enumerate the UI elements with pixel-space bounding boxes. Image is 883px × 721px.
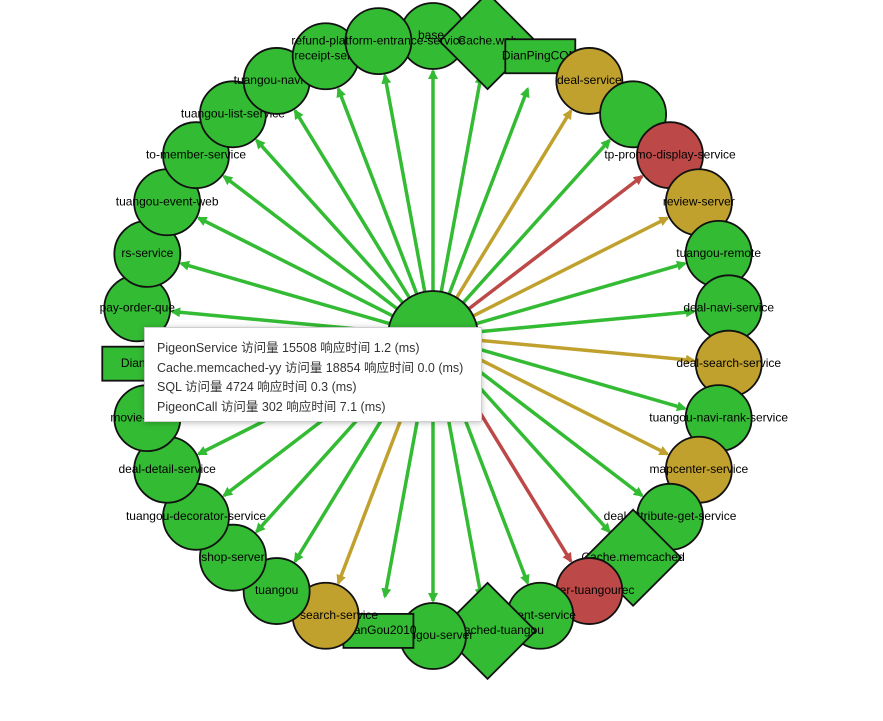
node-label-base: base- <box>418 28 448 42</box>
node-label-cache-web: Cache.web <box>458 33 518 47</box>
node-label-tuangou-decorator-service: tuangou-decorator-service <box>126 509 266 523</box>
node-label-bizer-tuangourec: bizer-tuangourec <box>544 583 634 597</box>
node-shape-refund-platform-entrance-service[interactable] <box>344 7 413 76</box>
edge-to-node <box>451 138 611 316</box>
node-label-to-member-service: to-member-service <box>146 147 246 161</box>
edge-to-tp-promo-display-service <box>455 174 644 320</box>
tooltip-line-pigeon-call: PigeonCall 访问量 302 响应时间 7.1 (ms) <box>157 399 386 414</box>
node-label-deal-service: deal-service <box>557 73 622 87</box>
node-label-cache-memcached: Cache.memcached <box>581 550 684 564</box>
node-label-rs-service: rs-service <box>121 246 173 260</box>
tooltip-line-cache: Cache.memcached-yy 访问量 18854 响应时间 0.0 (m… <box>157 360 464 375</box>
edge-to-deal-navi-service <box>462 307 696 335</box>
edge-to-receipt-serv <box>336 87 424 309</box>
node-label-dianpingcom: DianPingCOM <box>502 48 579 62</box>
node-label-shop-server: shop-server <box>201 550 264 564</box>
edge-to-tuangou-list-service <box>255 138 415 316</box>
node-label-deal-detail-service: deal-detail-service <box>118 462 216 476</box>
node-label-tuangou-remote: tuangou-remote <box>676 246 761 260</box>
node-label-tp-promo-display-service: tp-promo-display-service <box>604 147 736 161</box>
edge-to-review-server <box>459 216 670 325</box>
edge-to-tuangou-event-web <box>196 216 407 325</box>
node-receipt-serv[interactable]: receipt-serv <box>291 22 360 91</box>
node-label-tuangou-navi-rank-service: tuangou-navi-rank-service <box>649 410 788 424</box>
node-label-deal-navi-service: deal-navi-service <box>683 300 774 314</box>
node-label-tuangou-navi-se: tuangou-navi-se <box>234 73 320 87</box>
tooltip-line-sql: SQL 访问量 4724 响应时间 0.3 (ms) <box>157 380 357 394</box>
node-label-deal-search-service: deal-search-service <box>676 356 781 370</box>
edge-to-refund-platform-entrance-service <box>381 73 430 307</box>
edge-to-to-member-service <box>222 174 411 320</box>
node-tuangou-remote[interactable]: tuangou-remote <box>676 220 761 288</box>
tooltip-line-pigeon-service: PigeonService 访问量 15508 响应时间 1.2 (ms) <box>157 341 420 355</box>
node-tuangou-navi-rank-service[interactable]: tuangou-navi-rank-service <box>649 384 788 452</box>
edge-to-cache-web <box>436 73 485 307</box>
node-label-mapcenter-service: mapcenter-service <box>650 462 749 476</box>
node-label-receipt-serv: receipt-serv <box>294 48 357 62</box>
node-deal-navi-service[interactable]: deal-navi-service <box>683 274 774 343</box>
tooltip: PigeonService 访问量 15508 响应时间 1.2 (ms) Ca… <box>144 327 482 422</box>
node-shape-cache-web[interactable] <box>438 0 537 91</box>
edge-to-tuangou-navi-rank-service <box>461 342 687 412</box>
node-label-pay-order-que: pay-order-que <box>100 300 176 314</box>
edge-to-tuangou-remote <box>461 260 687 330</box>
node-rs-service[interactable]: rs-service <box>113 220 182 288</box>
edge-to-deal-service <box>447 108 573 312</box>
edge-to-deal-attribute-get-service <box>455 352 644 498</box>
node-label-tuangou: tuangou <box>255 583 298 597</box>
edge-to-dianpingcom <box>442 87 530 309</box>
node-review-server[interactable]: review-server <box>663 168 735 237</box>
node-refund-platform-entrance-service[interactable]: refund-platform-entrance-service <box>291 7 466 76</box>
edge-to-rs-service <box>179 260 405 330</box>
edge-to-mapcenter-service <box>459 347 670 456</box>
node-deal-search-service[interactable]: deal-search-service <box>676 329 781 398</box>
node-label-tuangou2010: TuanGou2010 <box>340 623 417 637</box>
node-label-tuangou-event-web: tuangou-event-web <box>116 194 219 208</box>
edge-to-deal-search-service <box>462 337 696 365</box>
edge-to-tuangou-navi-se <box>293 108 419 312</box>
node-label-refund-platform-entrance-service: refund-platform-entrance-service <box>291 33 465 47</box>
node-cache-web[interactable]: Cache.web <box>438 0 537 91</box>
node-label-review-server: review-server <box>663 194 735 208</box>
